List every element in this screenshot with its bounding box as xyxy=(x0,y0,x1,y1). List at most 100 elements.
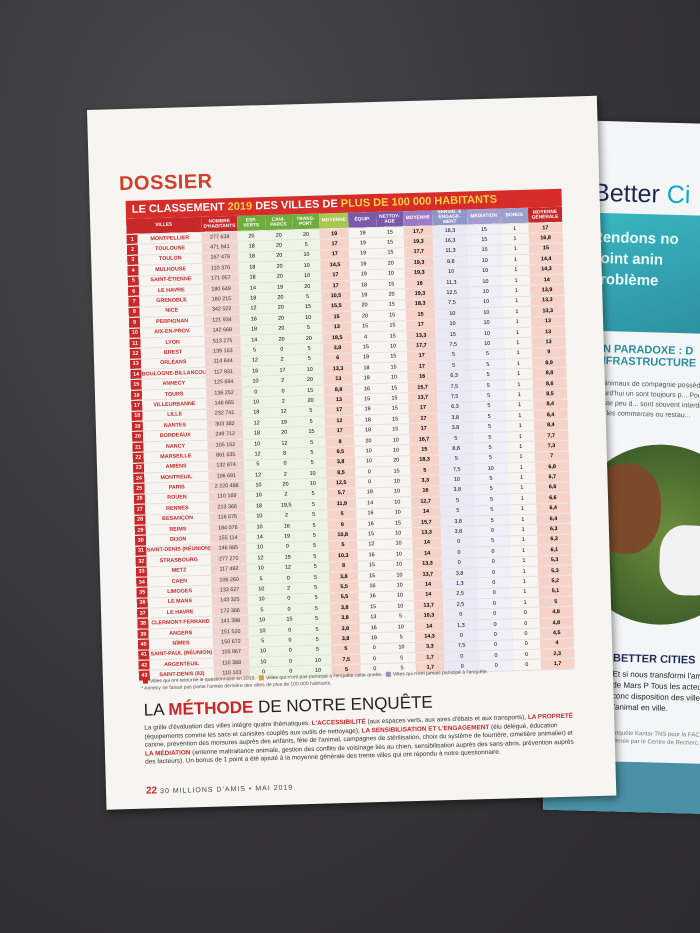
score-cell: 1 xyxy=(502,295,531,308)
score-cell: 15 xyxy=(297,426,326,438)
score-cell: 15 xyxy=(378,299,406,311)
rank-cell: 19 xyxy=(131,421,144,432)
score-cell: 5 xyxy=(301,551,329,563)
rank-cell: 39 xyxy=(137,628,150,640)
score-cell: 19 xyxy=(270,416,298,428)
score-cell: 10 xyxy=(295,364,324,376)
facing-footnote: Enquête Kantar TNS pour la FACC Menée pa… xyxy=(610,730,700,747)
score-cell: 15 xyxy=(359,601,387,613)
rank-cell: 27 xyxy=(134,504,146,515)
score-cell: 0 xyxy=(512,649,541,661)
score-cell: 5 xyxy=(300,540,329,552)
score-cell: 0 xyxy=(355,476,384,488)
score-cell: 15 xyxy=(376,237,404,249)
facing-paragraph: Les animaux de compagnie possède aujourd… xyxy=(589,380,700,420)
header-moyenne: MOYENNE xyxy=(318,212,349,230)
score-cell: 10 xyxy=(385,559,413,571)
score-cell: 14 xyxy=(240,334,269,346)
rank-cell: 16 xyxy=(130,389,143,401)
score-cell: 1 xyxy=(506,441,535,453)
score-cell: 0 xyxy=(269,385,297,397)
section-title: DOSSIER xyxy=(118,170,213,196)
header-moyenne2: MOYENNE xyxy=(402,210,433,227)
header-transport: TRANS-PORT xyxy=(291,213,320,230)
score-cell: 10 xyxy=(292,249,321,261)
score-cell: 20 xyxy=(271,479,300,491)
magazine-issue: 30 MILLIONS D'AMIS • MAI 2019 xyxy=(160,784,294,796)
rank-cell: 11 xyxy=(129,337,142,349)
rank-cell: 9 xyxy=(128,317,141,328)
score-cell: 0 xyxy=(511,607,540,619)
score-cell: 15 xyxy=(379,351,408,363)
score-cell: 19 xyxy=(273,531,301,543)
score-cell: 8 xyxy=(271,447,299,460)
score-cell: 5 xyxy=(299,509,328,521)
header-moyenne-generale: MOYENNE GÉNÉRALE xyxy=(527,206,563,224)
rank-cell: 33 xyxy=(135,566,148,578)
ranking-table: VILLES NOMBRE D'HABITANTS ESP. VERTS CAN… xyxy=(126,206,575,682)
score-cell: 19 xyxy=(352,372,381,385)
score-cell: 1 xyxy=(510,555,538,567)
rank-cell: 4 xyxy=(127,265,139,276)
rank-cell: 23 xyxy=(132,462,145,474)
score-cell: 19 xyxy=(266,281,294,293)
score-cell: 0 xyxy=(271,458,299,470)
score-cell: 1 xyxy=(509,524,537,536)
rank-cell: 36 xyxy=(136,597,149,609)
score-cell: 19 xyxy=(350,289,379,301)
score-cell: 1 xyxy=(506,410,534,422)
score-cell: 5 xyxy=(244,459,272,471)
rank-cell: 2 xyxy=(126,244,139,256)
rank-cell: 20 xyxy=(132,431,144,443)
score-cell: 20 xyxy=(266,302,295,314)
score-cell: 15 xyxy=(352,341,380,353)
score-cell: 12 xyxy=(243,448,272,460)
score-cell: 10 xyxy=(242,396,270,408)
score-cell: 1 xyxy=(502,275,530,287)
score-cell: 1 xyxy=(505,399,534,411)
score-cell: 18 xyxy=(238,240,266,253)
score-cell: 15 xyxy=(379,330,407,342)
rank-cell: 18 xyxy=(131,410,144,422)
score-cell: 1 xyxy=(509,545,538,557)
score-cell: 1 xyxy=(506,430,535,443)
score-cell: 15 xyxy=(351,320,380,333)
score-cell: 20 xyxy=(266,292,295,304)
score-cell: 19 xyxy=(353,404,382,416)
score-cell: 5 xyxy=(297,416,325,428)
score-cell: 19 xyxy=(350,269,378,281)
page-footer: 22 30 MILLIONS D'AMIS • MAI 2019 xyxy=(146,782,293,797)
score-cell: 20 xyxy=(354,435,383,447)
rank-cell: 21 xyxy=(132,441,144,453)
score-cell: 16 xyxy=(357,518,385,530)
score-cell: 1 xyxy=(501,233,529,245)
score-cell: 0 xyxy=(268,344,296,356)
score-cell: 10 xyxy=(246,542,274,554)
score-cell: 2 xyxy=(269,396,298,408)
better-cities-logo: Better Ci xyxy=(592,178,691,210)
score-cell: 0 xyxy=(275,593,303,605)
score-cell: 0 xyxy=(360,642,389,655)
facing-section-title: BETTER CITIES xyxy=(612,652,696,667)
score-cell: 1 xyxy=(510,565,538,578)
score-cell: 2 xyxy=(271,468,300,480)
header-bonus: BONUS xyxy=(500,207,529,224)
score-cell: 20 xyxy=(266,271,294,283)
score-cell: 1 xyxy=(509,514,537,526)
score-cell: 20 xyxy=(267,333,296,345)
score-cell: 10 xyxy=(248,625,277,637)
rank-cell: 28 xyxy=(134,514,146,526)
rank-cell: 30 xyxy=(134,535,147,547)
score-cell: 14 xyxy=(246,531,274,543)
score-cell: 0 xyxy=(276,645,305,657)
score-cell: 1 xyxy=(507,472,536,484)
rank-cell: 3 xyxy=(127,254,139,266)
score-cell: 5 xyxy=(303,634,331,646)
rank-cell: 24 xyxy=(133,473,145,484)
score-cell: 16 xyxy=(359,591,387,603)
score-cell: 16 xyxy=(273,520,301,532)
score-cell: 0 xyxy=(512,628,540,640)
score-cell: 20 xyxy=(292,229,320,241)
rank-cell: 29 xyxy=(134,524,147,536)
rank-cell: 13 xyxy=(129,358,142,370)
